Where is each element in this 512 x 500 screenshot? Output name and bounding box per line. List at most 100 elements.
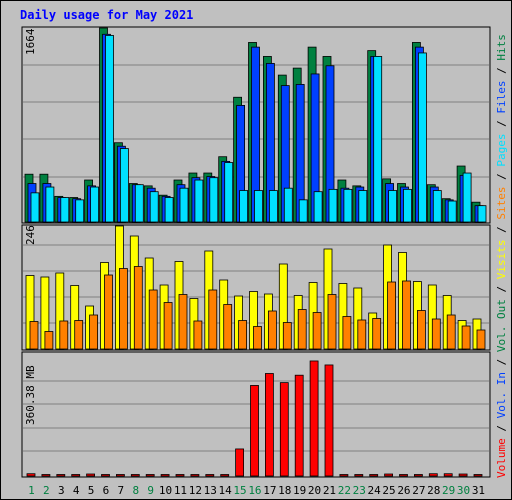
legend-separator: / <box>495 167 508 187</box>
top-pages-bar <box>373 56 383 223</box>
bottom-volume-bar <box>220 474 230 477</box>
middle-sites-bar <box>208 289 218 350</box>
panel-middle-frame <box>21 224 491 351</box>
x-tick-label: 28 <box>427 484 440 497</box>
bottom-volume-bar <box>339 474 349 477</box>
middle-sites-bar <box>297 309 307 350</box>
x-tick-label: 4 <box>73 484 80 497</box>
top-pages-bar <box>447 200 457 223</box>
middle-sites-bar <box>372 318 382 350</box>
x-tick-label: 7 <box>118 484 125 497</box>
middle-sites-bar <box>282 322 292 350</box>
top-pages-bar <box>268 190 278 223</box>
top-pages-bar <box>75 199 85 223</box>
x-tick-label: 22 <box>338 484 351 497</box>
x-tick-label: 31 <box>472 484 485 497</box>
middle-sites-bar <box>431 318 441 350</box>
top-pages-bar <box>179 187 189 223</box>
middle-sites-bar <box>476 329 486 350</box>
top-pages-bar <box>254 190 263 223</box>
bottom-volume-bar <box>235 448 245 477</box>
middle-sites-bar <box>119 268 128 350</box>
x-tick-label: 20 <box>308 484 321 497</box>
top-pages-bar <box>328 188 338 223</box>
legend-separator: / <box>495 220 508 240</box>
legend-item: Pages <box>495 134 508 167</box>
middle-sites-bar <box>59 320 69 350</box>
middle-sites-bar <box>238 320 248 350</box>
middle-sites-bar <box>342 316 352 350</box>
bottom-volume-bar <box>458 473 468 477</box>
top-pages-bar <box>194 179 204 223</box>
bottom-volume-bar <box>443 473 453 477</box>
top-pages-bar <box>239 190 249 223</box>
top-pages-bar <box>224 162 234 223</box>
x-tick-label: 5 <box>88 484 95 497</box>
bottom-volume-bar <box>160 474 170 477</box>
bottom-volume-bar <box>71 474 81 477</box>
top-pages-bar <box>298 199 308 223</box>
middle-sites-bar <box>89 314 98 350</box>
middle-sites-bar <box>223 304 233 350</box>
legend-separator: / <box>495 114 508 134</box>
x-axis-labels: 1 2 3 4 5 6 7 8 9 10 11 12 13 14 15 16 17 18 19 20 21 22 23 24 2… <box>28 484 485 497</box>
top-pages-bar <box>134 184 144 223</box>
bars <box>24 27 487 477</box>
bottom-panel-max-label: 360.38 MB <box>24 365 37 425</box>
bottom-volume-bar <box>116 474 125 477</box>
x-tick-label: 15 <box>233 484 246 497</box>
top-pages-bar <box>358 190 368 223</box>
middle-sites-bar <box>133 266 143 350</box>
bottom-volume-bar <box>324 364 334 477</box>
top-pages-bar <box>343 188 353 223</box>
x-tick-label: 19 <box>293 484 306 497</box>
top-pages-bar <box>417 52 427 223</box>
bottom-volume-bar <box>101 474 110 477</box>
middle-sites-bar <box>29 321 39 350</box>
top-pages-bar <box>432 190 442 223</box>
legend-separator: / <box>495 61 508 81</box>
bottom-volume-bar <box>428 473 438 477</box>
middle-sites-bar <box>416 310 426 350</box>
top-pages-bar <box>45 186 55 223</box>
x-tick-label: 3 <box>58 484 65 497</box>
middle-sites-bar <box>461 325 471 350</box>
bottom-volume-bar <box>309 360 319 477</box>
bottom-volume-bar <box>264 373 274 477</box>
top-pages-bar <box>120 148 129 223</box>
bottom-volume-bar <box>413 474 423 477</box>
top-pages-bar <box>164 197 174 223</box>
legend-item: Vol. Out <box>495 299 508 352</box>
bottom-volume-bar <box>175 474 185 477</box>
bottom-volume-bar <box>399 474 408 477</box>
middle-sites-bar <box>446 314 456 350</box>
x-tick-label: 12 <box>189 484 202 497</box>
middle-sites-bar <box>267 310 277 350</box>
top-pages-bar <box>30 192 40 223</box>
x-tick-label: 29 <box>442 484 455 497</box>
middle-sites-bar <box>387 281 397 350</box>
top-pages-bar <box>105 35 114 223</box>
middle-sites-bar <box>178 294 188 350</box>
bottom-volume-bar <box>369 474 379 477</box>
legend-item: Visits <box>495 240 508 280</box>
middle-sites-bar <box>357 319 367 350</box>
legend-separator: / <box>495 418 508 438</box>
top-pages-bar <box>462 172 472 223</box>
top-pages-bar <box>403 188 412 223</box>
bottom-volume-bar <box>250 385 259 477</box>
bottom-volume-bar <box>354 474 364 477</box>
x-tick-label: 14 <box>219 484 233 497</box>
middle-sites-bar <box>402 280 411 350</box>
legend-item: Sites <box>495 187 508 220</box>
x-tick-label: 9 <box>147 484 154 497</box>
top-panel-max-label: 1664 <box>24 28 37 55</box>
legend-separator: / <box>495 352 508 372</box>
legend-item: Vol. In <box>495 372 508 418</box>
top-pages-bar <box>209 177 219 223</box>
top-pages-bar <box>388 190 398 223</box>
bottom-volume-bar <box>279 382 289 477</box>
middle-sites-bar <box>253 326 262 350</box>
bottom-volume-bar <box>56 474 66 477</box>
